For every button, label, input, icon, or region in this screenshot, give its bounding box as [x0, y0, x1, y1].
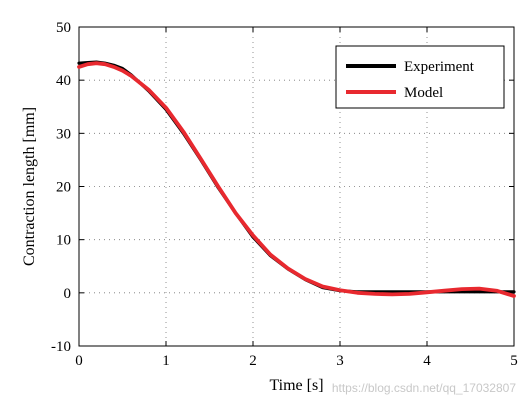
x-tick-label: 2	[249, 353, 257, 369]
legend: Experiment Model	[335, 45, 505, 109]
y-tick-label: 20	[56, 180, 71, 196]
legend-label-experiment: Experiment	[404, 59, 475, 75]
x-tick-label: 5	[510, 353, 518, 369]
watermark: https://blog.csdn.net/qq_17032807	[332, 381, 516, 395]
y-tick-label: 0	[64, 286, 72, 302]
series-group	[77, 60, 516, 298]
x-axis-label: Time [s]	[269, 377, 323, 394]
y-tick-label: -10	[51, 339, 71, 355]
y-tick-label: 30	[56, 126, 71, 142]
legend-label-model: Model	[404, 85, 443, 101]
y-tick-label: 10	[56, 233, 71, 249]
x-tick-label: 1	[162, 353, 170, 369]
x-tick-label: 3	[336, 353, 344, 369]
x-tick-label: 0	[75, 353, 83, 369]
x-tick-label: 4	[423, 353, 431, 369]
y-tick-label: 40	[56, 73, 71, 89]
series-line-model	[77, 61, 516, 298]
legend-box	[335, 45, 505, 109]
y-tick-label: 50	[56, 20, 71, 36]
y-axis-label: Contraction length [mm]	[21, 107, 38, 266]
